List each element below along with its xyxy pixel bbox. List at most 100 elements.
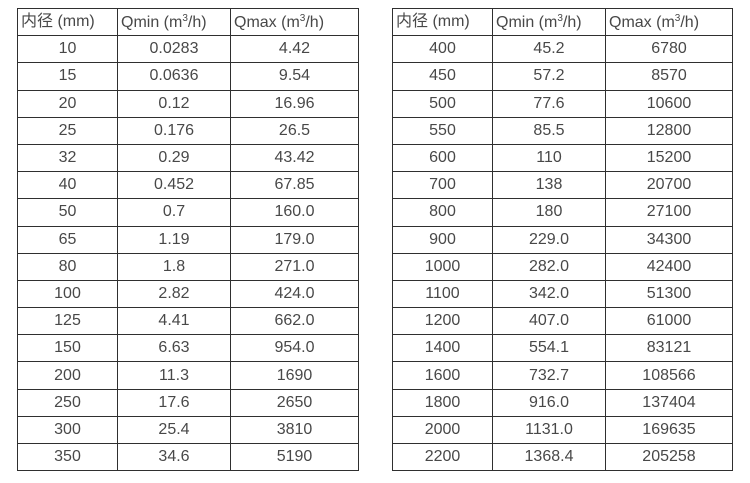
table-cell: 0.452 [117, 171, 231, 200]
table-cell: 0.176 [117, 116, 231, 145]
column-header: Qmax (m3/h) [230, 7, 359, 37]
table-cell: 1800 [392, 388, 493, 417]
column-header: Qmax (m3/h) [605, 7, 733, 37]
table-cell: 800 [392, 198, 493, 227]
table-cell: 1600 [392, 361, 493, 390]
table-row: 150 6.63 954.0 [17, 334, 359, 363]
table-cell: 550 [392, 116, 493, 145]
table-row: 25 0.176 26.5 [17, 116, 359, 145]
table-cell: 700 [392, 171, 493, 200]
column-header: Qmin (m3/h) [117, 7, 231, 37]
table-cell: 342.0 [492, 279, 606, 309]
header-text: /h) [187, 13, 207, 31]
header-text: Qmin (m [121, 13, 183, 31]
table-cell: 160.0 [230, 198, 359, 227]
table-row: 250 17.6 2650 [17, 388, 359, 417]
table-cell: 83121 [605, 334, 733, 363]
table-cell: 450 [392, 62, 493, 91]
header-text: Qmin (m [496, 13, 558, 31]
table-cell: 10 [17, 35, 118, 64]
table-row: 300 25.4 3810 [17, 415, 359, 445]
table-row: 900 229.0 34300 [392, 225, 733, 254]
table-row: 1200 407.0 61000 [392, 307, 733, 336]
table-cell: 150 [17, 334, 118, 363]
header-text: Qmax (m [234, 13, 300, 31]
table-cell: 0.0283 [117, 35, 231, 64]
table-cell: 0.7 [117, 198, 231, 227]
table-cell: 1200 [392, 307, 493, 336]
table-cell: 11.3 [117, 361, 231, 390]
table-cell: 954.0 [230, 334, 359, 363]
table-cell: 4.42 [230, 35, 359, 64]
table-cell: 34300 [605, 225, 733, 254]
header-row: 内径 (mm) Qmin (m3/h) Qmax (m3/h) [17, 7, 359, 37]
header-row: 内径 (mm) Qmin (m3/h) Qmax (m3/h) [392, 7, 733, 37]
header-text: /h) [305, 13, 325, 31]
table-cell: 205258 [605, 442, 733, 472]
table-cell: 179.0 [230, 225, 359, 254]
table-row: 32 0.29 43.42 [17, 143, 359, 173]
table-cell: 43.42 [230, 143, 359, 173]
header-text: /h) [680, 13, 700, 31]
table-cell: 80 [17, 252, 118, 281]
table-row: 2200 1368.4 205258 [392, 442, 733, 472]
column-header: 内径 (mm) [17, 7, 118, 37]
table-cell: 400 [392, 35, 493, 64]
table-cell: 16.96 [230, 89, 359, 118]
table-cell: 1131.0 [492, 415, 606, 445]
table-row: 2000 1131.0 169635 [392, 415, 733, 445]
table-row: 1600 732.7 108566 [392, 361, 733, 390]
header-superscript: 3 [557, 12, 563, 24]
table-cell: 51300 [605, 279, 733, 309]
table-row: 700 138 20700 [392, 171, 733, 200]
table-row: 15 0.0636 9.54 [17, 62, 359, 91]
table-cell: 916.0 [492, 388, 606, 417]
table-cell: 12800 [605, 116, 733, 145]
table-cell: 180 [492, 198, 606, 227]
table-cell: 67.85 [230, 171, 359, 200]
table-row: 1000 282.0 42400 [392, 252, 733, 281]
table-cell: 1.19 [117, 225, 231, 254]
table-row: 1400 554.1 83121 [392, 334, 733, 363]
header-text: /h) [562, 13, 582, 31]
table-row: 600 110 15200 [392, 143, 733, 173]
header-superscript: 3 [182, 12, 188, 24]
table-cell: 15 [17, 62, 118, 91]
table-cell: 407.0 [492, 307, 606, 336]
flow-spec-table-small-diameters: 内径 (mm) Qmin (m3/h) Qmax (m3/h) 10 0.0283 4.4… [17, 7, 359, 472]
table-cell: 0.0636 [117, 62, 231, 91]
table-cell: 61000 [605, 307, 733, 336]
table-cell: 9.54 [230, 62, 359, 91]
table-cell: 8570 [605, 62, 733, 91]
table-cell: 2650 [230, 388, 359, 417]
table-row: 1800 916.0 137404 [392, 388, 733, 417]
table-row: 125 4.41 662.0 [17, 307, 359, 336]
table-cell: 20700 [605, 171, 733, 200]
table-cell: 40 [17, 171, 118, 200]
table-cell: 6.63 [117, 334, 231, 363]
table-cell: 600 [392, 143, 493, 173]
table-row: 100 2.82 424.0 [17, 279, 359, 309]
table-cell: 2000 [392, 415, 493, 445]
table-cell: 15200 [605, 143, 733, 173]
table-cell: 1368.4 [492, 442, 606, 472]
table-row: 80 1.8 271.0 [17, 252, 359, 281]
table-cell: 110 [492, 143, 606, 173]
table-cell: 250 [17, 388, 118, 417]
table-cell: 4.41 [117, 307, 231, 336]
table-cell: 1400 [392, 334, 493, 363]
table-cell: 0.12 [117, 89, 231, 118]
table-cell: 350 [17, 442, 118, 472]
table-cell: 900 [392, 225, 493, 254]
table-cell: 125 [17, 307, 118, 336]
column-header: Qmin (m3/h) [492, 7, 606, 37]
table-row: 1100 342.0 51300 [392, 279, 733, 309]
table-row: 200 11.3 1690 [17, 361, 359, 390]
table-cell: 662.0 [230, 307, 359, 336]
table-cell: 1100 [392, 279, 493, 309]
table-cell: 34.6 [117, 442, 231, 472]
table-cell: 57.2 [492, 62, 606, 91]
header-superscript: 3 [299, 12, 306, 24]
table-cell: 0.29 [117, 143, 231, 173]
table-cell: 1690 [230, 361, 359, 390]
